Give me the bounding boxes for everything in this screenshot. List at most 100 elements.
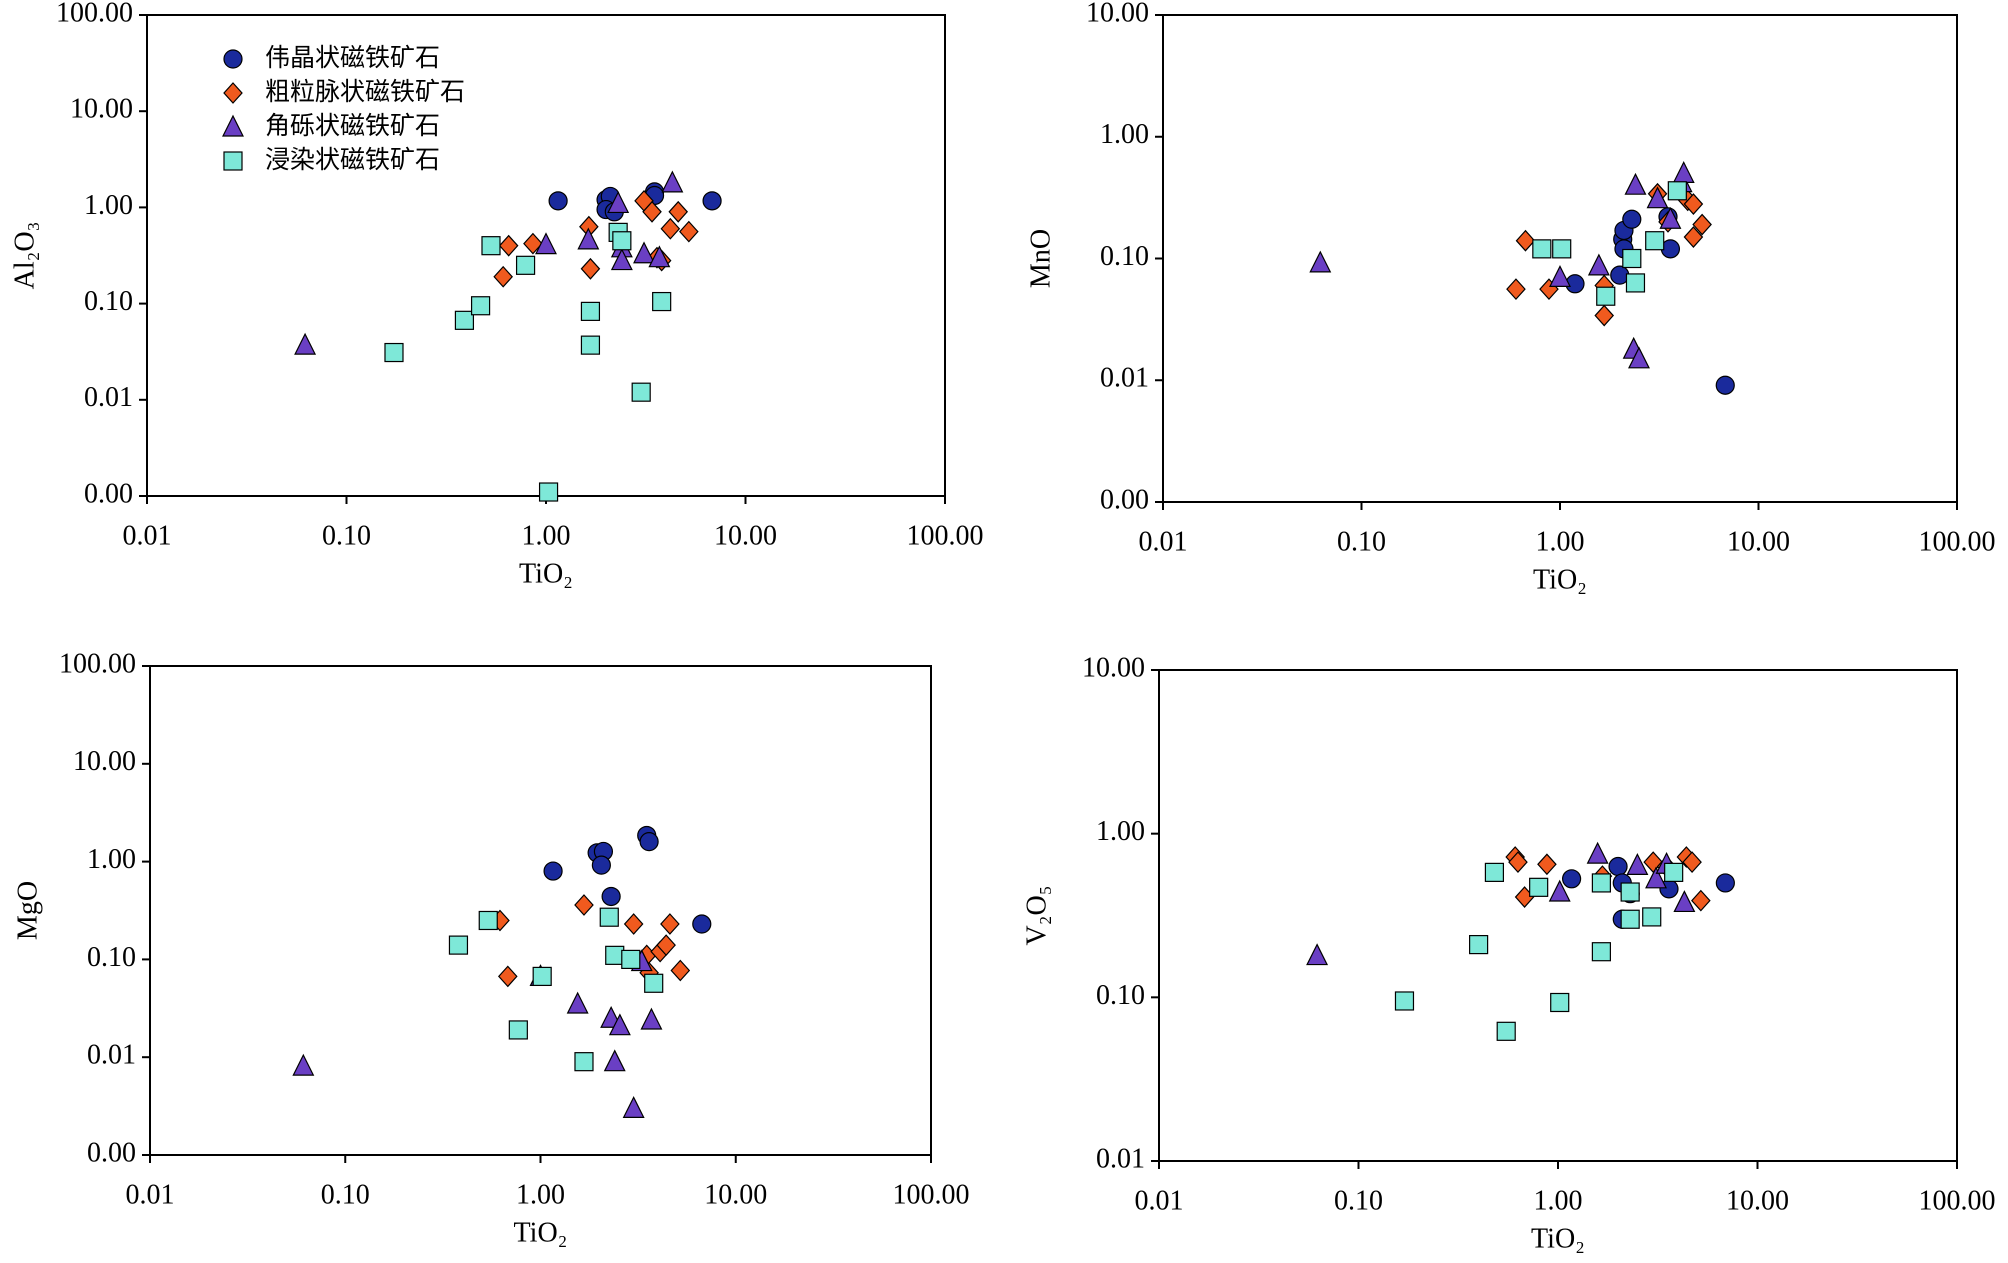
y-axis-label: MgO xyxy=(12,881,43,940)
x-tick-label: 1.00 xyxy=(522,520,571,551)
x-tick-label: 100.00 xyxy=(1919,526,1996,557)
x-tick-label: 0.01 xyxy=(126,1179,175,1210)
point xyxy=(668,200,689,223)
x-axis-label: TiO₂ xyxy=(514,1217,568,1248)
point xyxy=(1608,856,1628,877)
y-tick-label: 1.00 xyxy=(84,190,133,221)
point xyxy=(631,382,651,402)
point xyxy=(1622,209,1642,229)
point xyxy=(1642,907,1662,927)
x-axis-label: TiO₂ xyxy=(519,558,573,589)
point xyxy=(566,991,589,1014)
point xyxy=(621,949,641,970)
y-tick-label: 1.00 xyxy=(1096,816,1145,847)
point xyxy=(1586,841,1609,864)
point xyxy=(577,227,600,250)
point xyxy=(612,231,632,251)
point xyxy=(652,291,672,312)
point xyxy=(1715,375,1735,395)
y-tick-label: 10.00 xyxy=(1086,0,1149,28)
point xyxy=(670,959,691,982)
x-tick-label: 10.00 xyxy=(1727,526,1790,557)
y-tick-label: 10.00 xyxy=(73,746,136,777)
point xyxy=(702,191,722,211)
point xyxy=(608,1013,631,1036)
point xyxy=(548,191,568,211)
point xyxy=(1682,851,1702,874)
x-axis-label: TiO₂ xyxy=(1533,564,1587,595)
point xyxy=(515,255,536,275)
point xyxy=(1626,853,1649,875)
x-tick-label: 1.00 xyxy=(516,1179,565,1210)
y-axis-label: MnO xyxy=(1025,229,1056,288)
point xyxy=(639,832,659,852)
x-tick-label: 10.00 xyxy=(714,520,777,551)
y-tick-label: 1.00 xyxy=(1100,119,1149,150)
plot-frame xyxy=(1162,14,1958,503)
point xyxy=(1506,278,1526,301)
y-axis-label: Al₂O₃ xyxy=(9,222,40,290)
point xyxy=(580,335,601,355)
legend-marker xyxy=(223,151,243,171)
x-tick-label: 100.00 xyxy=(893,1179,970,1210)
point xyxy=(661,170,684,193)
x-tick-label: 0.01 xyxy=(1139,526,1188,557)
y-tick-label: 100.00 xyxy=(56,0,133,28)
x-tick-label: 0.01 xyxy=(123,520,172,551)
point xyxy=(1691,889,1711,912)
point xyxy=(580,301,601,321)
point xyxy=(1587,253,1610,276)
point xyxy=(1628,346,1650,369)
y-tick-label: 0.00 xyxy=(87,1137,136,1168)
point xyxy=(580,257,601,280)
y-tick-label: 0.01 xyxy=(84,382,133,413)
point xyxy=(1683,193,1704,215)
point xyxy=(692,914,712,934)
point xyxy=(1624,172,1647,195)
y-tick-label: 0.00 xyxy=(84,478,133,509)
point xyxy=(384,342,404,363)
point xyxy=(660,913,680,935)
point xyxy=(498,234,519,257)
point xyxy=(1620,882,1640,902)
point xyxy=(1594,304,1615,327)
y-tick-label: 0.10 xyxy=(84,286,133,317)
point xyxy=(574,894,594,916)
point xyxy=(1673,890,1696,913)
point xyxy=(1645,866,1667,889)
point xyxy=(543,861,563,881)
x-tick-label: 10.00 xyxy=(704,1179,767,1210)
point xyxy=(470,296,491,316)
point xyxy=(1496,1021,1516,1041)
point xyxy=(633,241,655,264)
point xyxy=(660,217,681,240)
point xyxy=(1672,161,1695,184)
point xyxy=(1508,851,1528,874)
point xyxy=(1548,879,1571,902)
legend-marker xyxy=(223,49,243,69)
point xyxy=(1645,231,1665,251)
point xyxy=(605,945,625,965)
x-tick-label: 0.10 xyxy=(321,1179,370,1210)
point xyxy=(1532,239,1552,259)
point xyxy=(648,245,671,268)
y-tick-label: 0.10 xyxy=(1096,980,1145,1011)
point xyxy=(622,1095,645,1118)
y-tick-label: 1.00 xyxy=(87,844,136,875)
point xyxy=(523,232,543,255)
x-tick-label: 1.00 xyxy=(1534,1185,1583,1216)
y-tick-label: 10.00 xyxy=(1082,652,1145,683)
point xyxy=(1537,853,1557,876)
legend-label: 粗粒脉状磁铁矿石 xyxy=(265,77,465,106)
point xyxy=(610,248,633,271)
x-tick-label: 1.00 xyxy=(1536,526,1585,557)
point xyxy=(1591,942,1611,962)
x-tick-label: 100.00 xyxy=(907,520,984,551)
point xyxy=(481,236,501,256)
point xyxy=(607,191,630,214)
point xyxy=(1309,250,1332,273)
legend-label: 伟晶状磁铁矿石 xyxy=(265,43,440,72)
point xyxy=(640,1007,663,1030)
point xyxy=(292,1053,315,1076)
